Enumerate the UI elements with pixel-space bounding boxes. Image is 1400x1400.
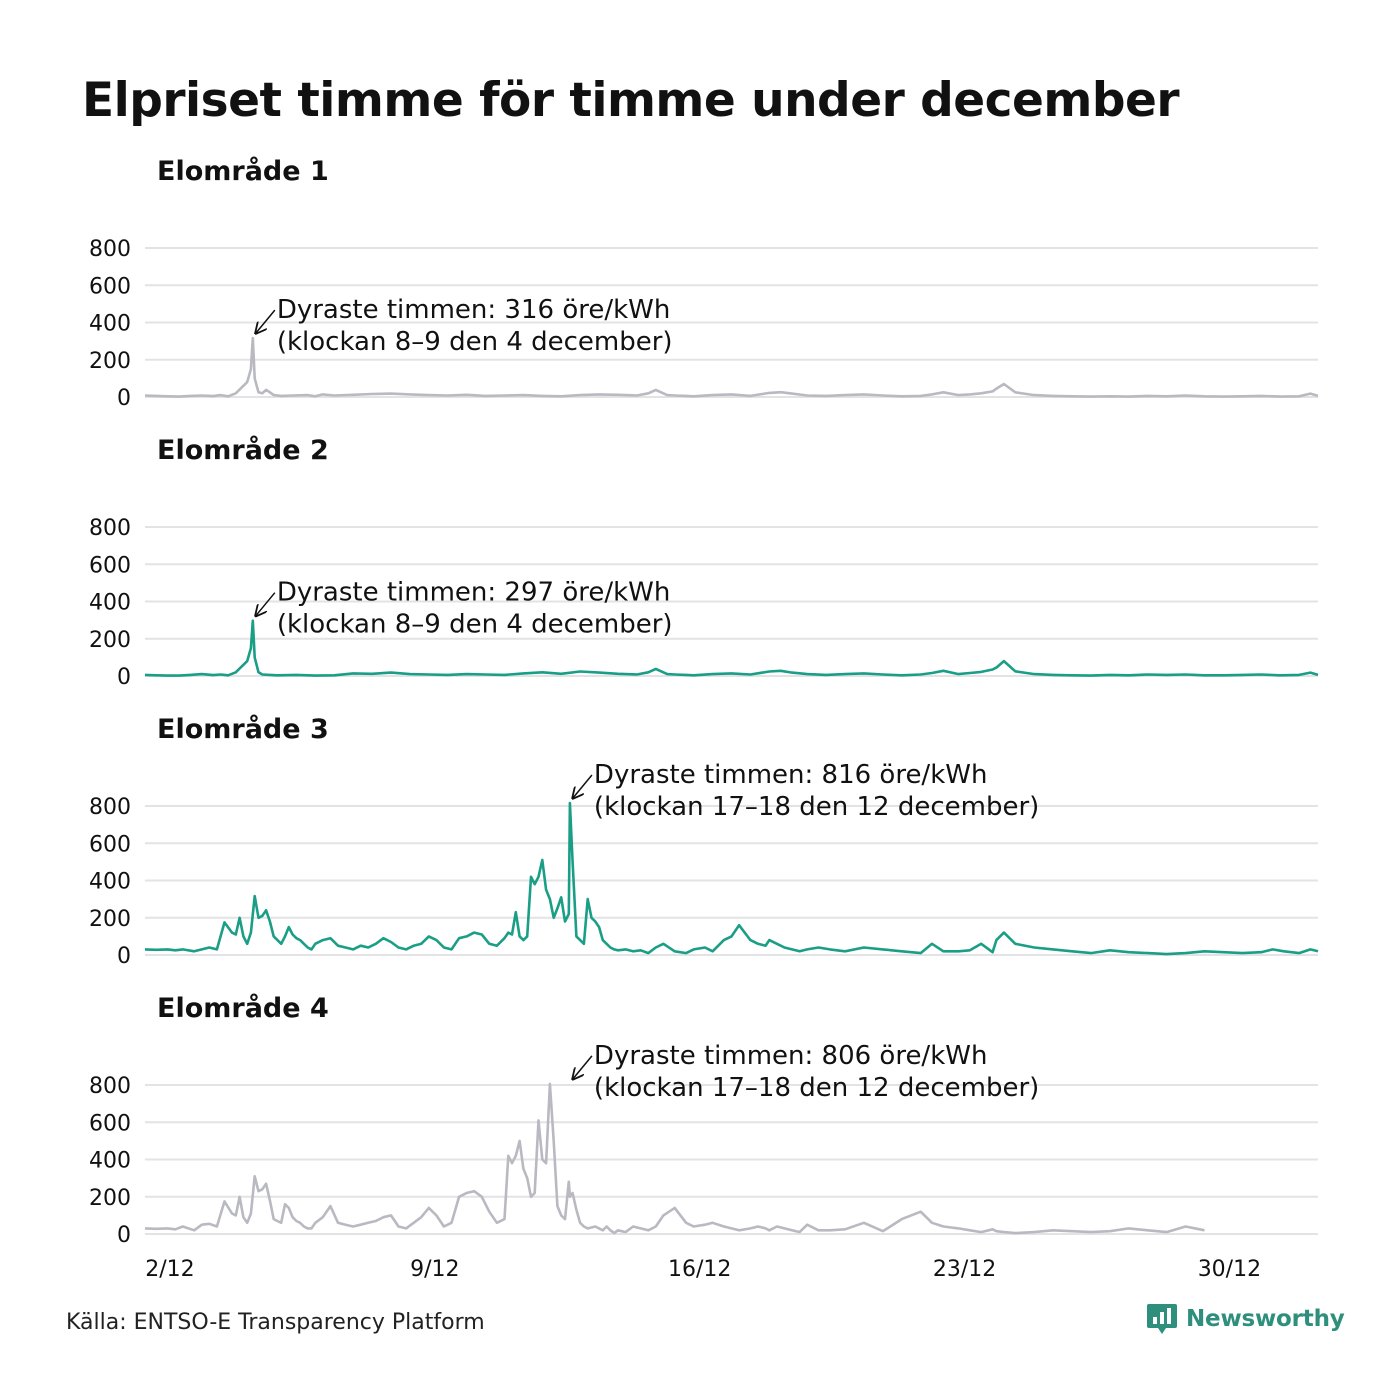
y-tick-label: 0 [117,1223,131,1248]
annotation-arrow [256,592,276,616]
y-tick-label: 0 [117,665,131,690]
chart-area: Elområde 1 0 200 400 600 800 Dyraste timmen: 3… [89,155,1319,1282]
x-tick-label: 9/12 [410,1257,459,1282]
y-tick-label: 600 [89,553,131,578]
y-tick-label: 200 [89,1186,131,1211]
y-tick-label: 200 [89,628,131,653]
x-tick-label: 30/12 [1198,1257,1261,1282]
panel-title: Elområde 1 [157,155,329,187]
panel-title: Elområde 3 [157,713,329,745]
annotation-arrow [573,1055,593,1079]
brand-name: Newsworthy [1186,1306,1345,1332]
brand-logo: Newsworthy [1146,1302,1345,1336]
series-line [144,801,1319,956]
source-note: Källa: ENTSO-E Transparency Platform [66,1310,485,1335]
x-tick-label: 2/12 [145,1257,194,1282]
panel-1: Elområde 1 0 200 400 600 800 Dyraste timmen: 3… [89,155,1319,411]
annotation-arrow [256,309,276,333]
panel-4: Elområde 4 0 200 400 600 800 Dyraste timmen: 8… [89,992,1318,1248]
y-tick-label: 400 [89,1149,131,1174]
chart-title: Elpriset timme för timme under december [82,73,1180,128]
annotation-text: (klockan 17–18 den 12 december) [594,792,1039,822]
annotation-text: Dyraste timmen: 806 öre/kWh [594,1041,988,1071]
annotation-text: (klockan 8–9 den 4 december) [277,327,673,357]
y-tick-label: 400 [89,870,131,895]
annotation-text: (klockan 8–9 den 4 december) [277,610,673,640]
annotation-text: (klockan 17–18 den 12 december) [594,1073,1039,1103]
series-line [144,336,1319,398]
annotation-text: Dyraste timmen: 816 öre/kWh [594,760,988,790]
y-tick-label: 0 [117,944,131,969]
panel-3: Elområde 3 0 200 400 600 800 Dyraste timmen: 8… [89,713,1319,969]
newsworthy-logo-icon [1147,1304,1177,1334]
y-tick-label: 600 [89,1111,131,1136]
y-tick-label: 800 [89,516,131,541]
y-tick-label: 600 [89,832,131,857]
y-tick-label: 400 [89,312,131,337]
annotation-arrow [573,774,593,798]
y-tick-label: 200 [89,907,131,932]
panel-title: Elområde 2 [157,434,329,466]
y-tick-label: 800 [89,795,131,820]
annotation-text: Dyraste timmen: 316 öre/kWh [277,295,671,325]
y-tick-label: 800 [89,1074,131,1099]
y-tick-label: 400 [89,591,131,616]
y-tick-label: 200 [89,349,131,374]
series-line [144,619,1319,677]
series-line [144,1082,1205,1235]
panel-2: Elområde 2 0 200 400 600 800 Dyraste timmen: 2… [89,434,1319,690]
y-tick-label: 0 [117,386,131,411]
panel-title: Elområde 4 [157,992,329,1024]
annotation-text: Dyraste timmen: 297 öre/kWh [277,578,671,608]
x-tick-label: 23/12 [933,1257,996,1282]
x-tick-label: 16/12 [668,1257,731,1282]
y-tick-label: 600 [89,274,131,299]
y-tick-label: 800 [89,237,131,262]
